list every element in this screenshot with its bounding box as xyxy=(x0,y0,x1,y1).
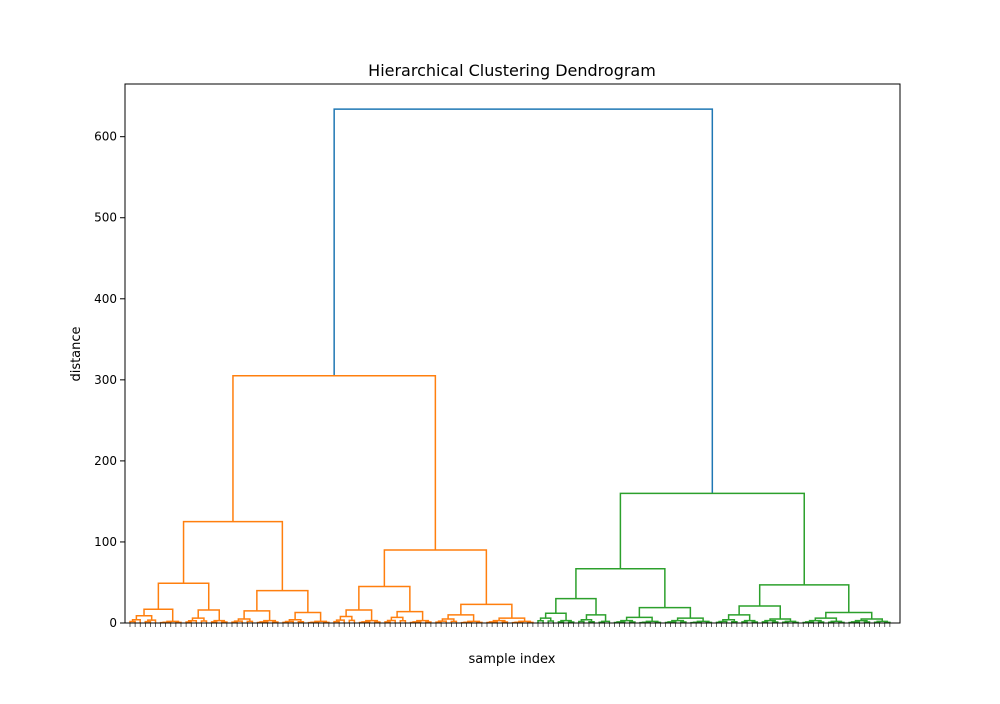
x-axis-label: sample index xyxy=(469,652,556,667)
link-cluster2-left xyxy=(576,569,665,608)
y-tick-label: 400 xyxy=(94,292,117,306)
link-cluster2 xyxy=(620,493,804,585)
leaf-labels xyxy=(130,623,890,627)
y-tick-label: 300 xyxy=(94,373,117,387)
link-link-90 xyxy=(556,599,596,615)
y-tick-label: 500 xyxy=(94,211,117,225)
link-link-66 xyxy=(448,615,474,621)
link-link-125 xyxy=(739,606,780,619)
y-axis-label: distance xyxy=(69,326,84,381)
link-link-18 xyxy=(198,610,219,621)
link-link-76 xyxy=(461,604,512,618)
link-cluster1 xyxy=(233,376,435,550)
link-link-57 xyxy=(359,587,410,612)
y-tick-label: 0 xyxy=(109,616,117,630)
dendrogram-links xyxy=(130,109,890,623)
link-cluster1-left xyxy=(184,522,283,591)
plot-frame xyxy=(125,84,900,623)
y-axis: 0 100 200 300 400 500 600 xyxy=(94,130,125,630)
chart-title: Hierarchical Clustering Dendrogram xyxy=(368,61,656,80)
link-link-47 xyxy=(346,610,372,621)
link-cluster1-right xyxy=(384,550,486,604)
y-tick-label: 100 xyxy=(94,535,117,549)
link-cluster2-right xyxy=(760,585,849,613)
link-root xyxy=(334,109,712,493)
y-tick-label: 600 xyxy=(94,130,117,144)
y-tick-label: 200 xyxy=(94,454,117,468)
link-link-83 xyxy=(546,613,566,620)
link-link-38 xyxy=(257,591,308,613)
link-link-19 xyxy=(158,583,208,610)
link-link-109 xyxy=(639,608,690,619)
link-link-56 xyxy=(397,612,423,621)
